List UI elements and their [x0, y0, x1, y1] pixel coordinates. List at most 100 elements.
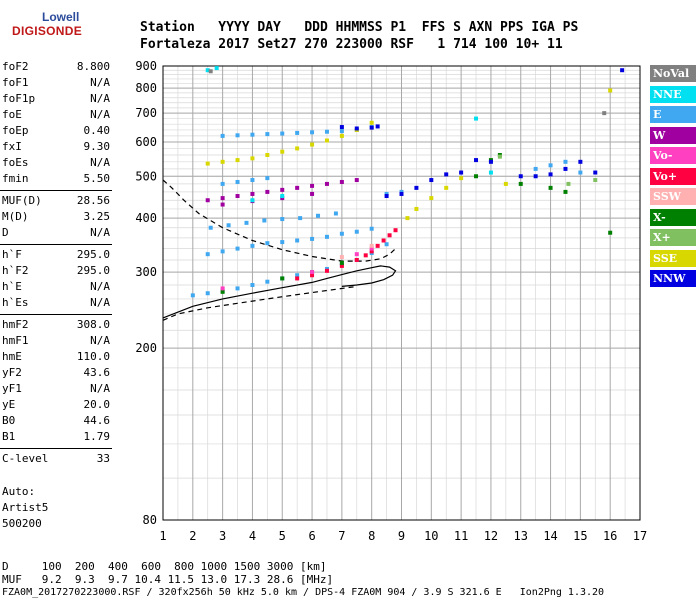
- data-point: [387, 233, 392, 238]
- header-labels: Station YYYY DAY DDD HHMMSS P1 FFS S AXN…: [140, 20, 579, 35]
- data-point: [235, 158, 240, 163]
- y-tick-label: 900: [135, 59, 157, 73]
- data-point: [280, 240, 285, 245]
- y-tick-label: 400: [135, 211, 157, 225]
- param-row: foF1p N/A: [2, 92, 110, 106]
- data-point: [474, 174, 479, 179]
- x-tick-label: 5: [279, 529, 286, 543]
- x-tick-label: 16: [603, 529, 617, 543]
- x-tick-label: 14: [543, 529, 557, 543]
- data-point: [533, 174, 538, 179]
- param-label: hmF1: [2, 334, 29, 347]
- param-label: foEp: [2, 124, 29, 137]
- profile-solid-line: [162, 265, 397, 319]
- param-row: fxI 9.30: [2, 140, 110, 154]
- legend-item: Vo-: [650, 147, 696, 164]
- data-point: [563, 159, 568, 164]
- param-value: 0.40: [83, 124, 111, 137]
- data-point: [220, 286, 225, 291]
- data-point: [339, 260, 344, 265]
- data-point: [295, 185, 300, 190]
- param-row: D N/A: [2, 226, 110, 240]
- param-value: N/A: [90, 334, 110, 347]
- param-row: yE 20.0: [2, 398, 110, 412]
- param-row: foEs N/A: [2, 156, 110, 170]
- data-points: [190, 66, 625, 298]
- data-point: [381, 238, 386, 243]
- x-tick-label: 13: [514, 529, 528, 543]
- param-row: h`F2 295.0: [2, 264, 110, 278]
- data-point: [265, 241, 270, 246]
- param-value: 110.0: [76, 350, 110, 363]
- param-label: MUF(D): [2, 194, 42, 207]
- legend-item: Vo+: [650, 167, 696, 185]
- data-point: [316, 213, 321, 218]
- param-label: D: [2, 226, 9, 239]
- data-point: [602, 111, 607, 116]
- data-point: [518, 181, 523, 186]
- data-point: [399, 189, 404, 194]
- data-point: [280, 217, 285, 222]
- legend-item: NNE: [650, 85, 696, 103]
- param-value: 295.0: [76, 264, 110, 277]
- data-point: [250, 132, 255, 137]
- param-value: N/A: [90, 156, 110, 169]
- data-point: [488, 159, 493, 164]
- data-point: [295, 276, 300, 281]
- data-point: [280, 187, 285, 192]
- data-point: [578, 159, 583, 164]
- param-value: 43.6: [83, 366, 111, 379]
- data-point: [310, 191, 315, 196]
- param-label: M(D): [2, 210, 29, 223]
- y-tick-label: 800: [135, 81, 157, 95]
- data-point: [324, 138, 329, 143]
- legend-item: W: [650, 126, 696, 144]
- data-point: [578, 170, 583, 175]
- data-point: [593, 170, 598, 175]
- data-point: [280, 131, 285, 136]
- data-point: [280, 276, 285, 281]
- data-point: [220, 133, 225, 138]
- data-point: [324, 181, 329, 186]
- data-point: [220, 289, 225, 294]
- param-value: 3.25: [83, 210, 111, 223]
- data-point: [339, 231, 344, 236]
- data-point: [235, 179, 240, 184]
- data-point: [444, 172, 449, 177]
- legend-item: SSW: [650, 188, 696, 205]
- param-row: hmF2 308.0: [2, 318, 110, 332]
- param-row: B0 44.6: [2, 414, 110, 428]
- data-point: [250, 156, 255, 161]
- data-point: [405, 216, 410, 221]
- data-point: [620, 68, 625, 73]
- param-label: yF1: [2, 382, 22, 395]
- data-point: [339, 133, 344, 138]
- data-point: [250, 243, 255, 248]
- param-separator: [0, 448, 112, 449]
- data-point: [393, 228, 398, 233]
- data-point: [235, 286, 240, 291]
- param-row: hmE 110.0: [2, 350, 110, 364]
- data-point: [369, 226, 374, 231]
- data-point: [205, 68, 210, 73]
- data-point: [548, 163, 553, 168]
- param-value: N/A: [90, 296, 110, 309]
- data-point: [310, 130, 315, 135]
- data-point: [310, 236, 315, 241]
- param-label: hmE: [2, 350, 22, 363]
- auto-code: 500200: [2, 517, 42, 530]
- header-values: Fortaleza 2017 Set27 270 223000 RSF 1 71…: [140, 37, 563, 52]
- logo-line1: Lowell: [42, 10, 80, 24]
- param-label: foF2: [2, 60, 29, 73]
- data-point: [354, 178, 359, 183]
- data-point: [226, 223, 231, 228]
- data-point: [399, 191, 404, 196]
- data-point: [369, 243, 374, 248]
- param-label: foE: [2, 108, 22, 121]
- param-label: C-level: [2, 452, 49, 465]
- y-tick-label: 700: [135, 106, 157, 120]
- data-point: [384, 242, 389, 247]
- data-point: [205, 161, 210, 166]
- data-point: [339, 263, 344, 268]
- logo-line2: DIGISONDE: [12, 24, 83, 38]
